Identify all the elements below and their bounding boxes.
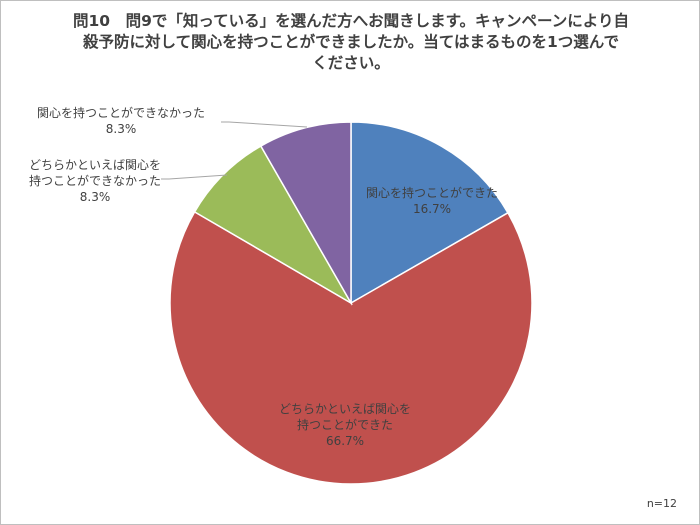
leader-line-somewhat-not-interested bbox=[161, 174, 228, 180]
slice-label-interested: 関心を持つことができた 16.7% bbox=[353, 185, 511, 217]
slice-label-not-interested-text: 関心を持つことができなかった bbox=[36, 106, 205, 120]
title-line-1: 問10 問9で「知っている」を選んだ方へお聞きします。キャンペーンにより自 bbox=[73, 12, 629, 30]
slice-label-interested-value: 16.7% bbox=[412, 202, 452, 216]
slice-label-somewhat-interested-text: どちらかといえば関心を持つことができた bbox=[278, 402, 411, 432]
slice-label-somewhat-not-interested-value: 8.3% bbox=[79, 190, 111, 204]
sample-size-label: n=12 bbox=[646, 497, 677, 510]
slice-label-somewhat-not-interested-text: どちらかといえば関心を持つことができなかった bbox=[28, 158, 161, 188]
pie-slice-somewhat-not-interested bbox=[193, 145, 354, 306]
slice-label-interested-text: 関心を持つことができた bbox=[365, 186, 498, 200]
leader-lines bbox=[161, 121, 308, 180]
slice-label-somewhat-not-interested: どちらかといえば関心を持つことができなかった 8.3% bbox=[27, 157, 163, 205]
chart-title: 問10 問9で「知っている」を選んだ方へお聞きします。キャンペーンにより自 殺予… bbox=[21, 11, 681, 74]
title-line-3: ください。 bbox=[312, 54, 390, 72]
leader-line-not-interested bbox=[221, 121, 308, 128]
title-line-2: 殺予防に対して関心を持つことができましたか。当てはまるものを1つ選んで bbox=[83, 33, 619, 51]
slice-label-somewhat-interested: どちらかといえば関心を持つことができた 66.7% bbox=[277, 401, 413, 449]
slice-label-not-interested-value: 8.3% bbox=[105, 122, 137, 136]
pie-slices bbox=[169, 121, 533, 485]
pie-slice-interested bbox=[350, 121, 509, 305]
pie-slice-somewhat-interested bbox=[169, 210, 533, 485]
pie-slice-not-interested bbox=[259, 121, 352, 306]
slice-label-not-interested: 関心を持つことができなかった 8.3% bbox=[21, 105, 221, 137]
slice-label-somewhat-interested-value: 66.7% bbox=[325, 434, 365, 448]
